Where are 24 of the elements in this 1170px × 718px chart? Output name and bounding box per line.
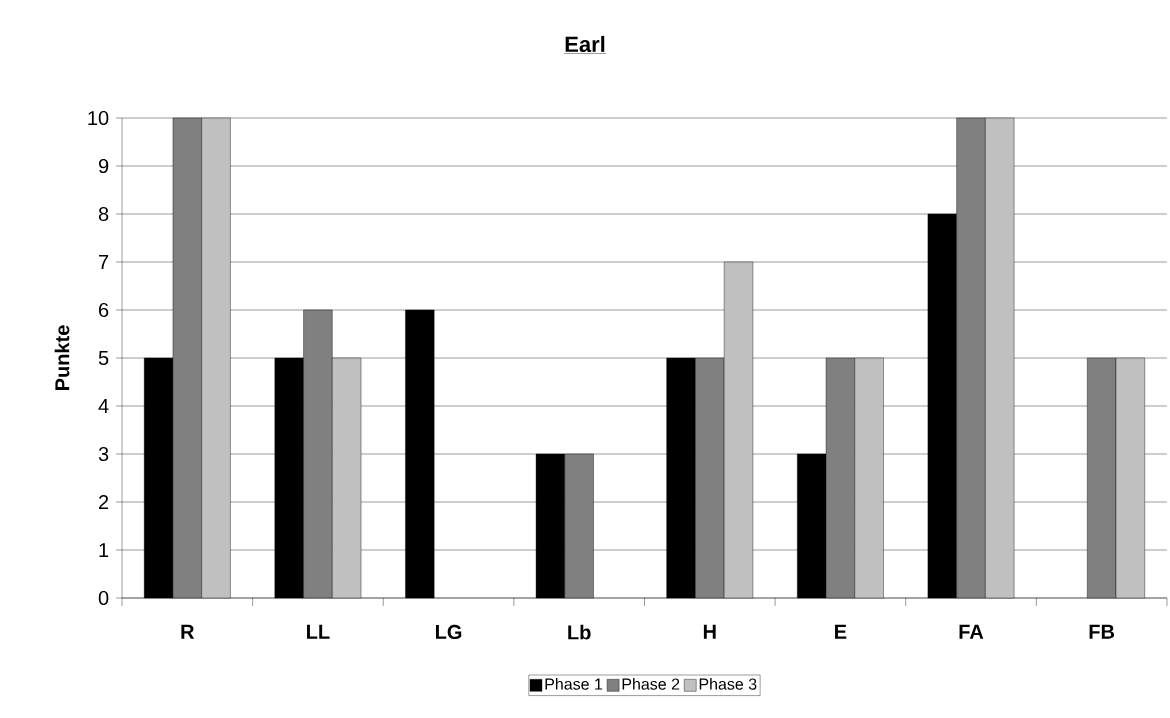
legend-label: Phase 3 [699,678,757,690]
x-tick-label: E [835,624,847,639]
y-tick-label: 5 [98,351,109,365]
y-tick-label: 6 [99,302,109,318]
y-tick-label: 0 [98,590,109,606]
x-tick-label: R [181,624,195,639]
y-tick-label: 2 [99,495,109,509]
x-tick-label: LG [435,624,462,640]
y-tick-label: 3 [98,446,109,462]
y-tick-label: 1 [99,543,109,557]
y-tick-label: 4 [98,399,109,413]
x-tick-label: H [703,624,716,639]
chart-title: Earl [565,35,605,53]
x-tick-label: LL [307,624,330,639]
y-tick-label: 10 [88,110,109,126]
legend-label: Phase 1 [545,678,603,690]
y-axis-title: Punkte [54,325,70,391]
x-tick-label: Lb [568,624,591,640]
x-tick-label: FA [959,624,984,639]
y-tick-label: 8 [98,206,109,222]
y-tick-label: 7 [99,255,109,269]
y-tick-label: 9 [98,158,109,174]
x-tick-label: FB [1089,624,1115,639]
legend-label: Phase 2 [622,678,680,690]
